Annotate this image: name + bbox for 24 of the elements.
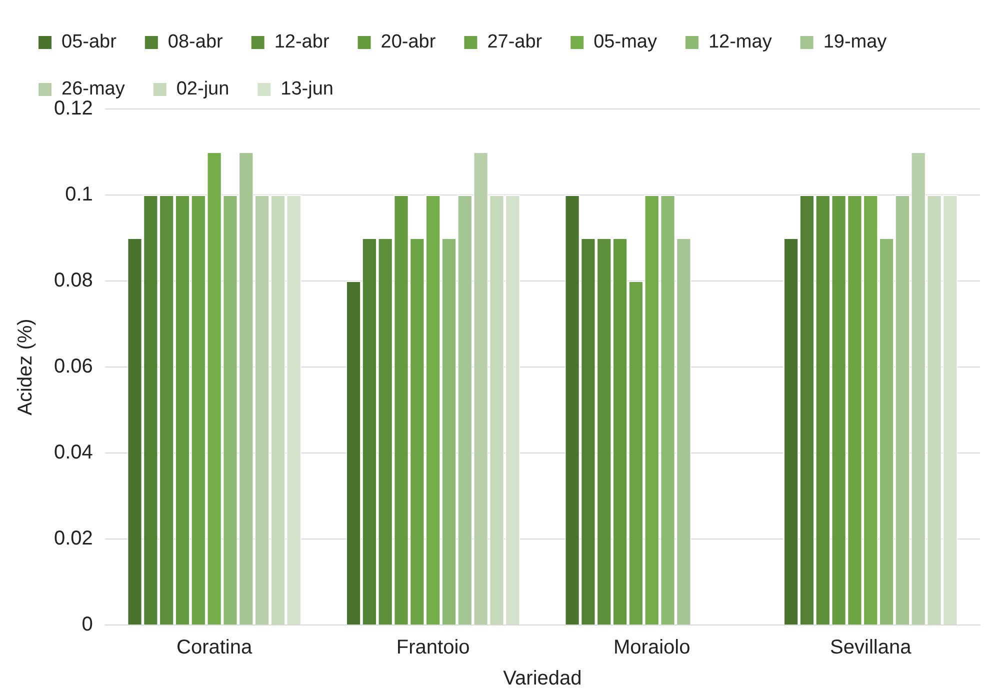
y-tick-label: 0 (82, 614, 93, 636)
legend-label: 12-may (708, 32, 772, 53)
y-axis-title: Acidez (%) (14, 318, 37, 416)
legend-label: 05-abr (62, 32, 118, 53)
x-axis-title: Variedad (503, 668, 582, 690)
legend-label: 19-may (823, 32, 888, 53)
y-tick-label: 0.08 (54, 270, 93, 292)
legend-label: 12-abr (274, 32, 330, 53)
x-tick-label: Coratina (176, 636, 253, 659)
y-tick-label: 0.12 (54, 98, 93, 120)
x-tick-label: Sevillana (830, 636, 912, 659)
legend-label: 26-may (62, 78, 126, 100)
legend-label: 27-abr (487, 32, 543, 53)
y-tick-label: 0.06 (54, 356, 93, 378)
legend-label: 08-abr (168, 32, 224, 53)
y-tick-label: 0.1 (65, 184, 93, 206)
x-tick-label: Frantoio (396, 636, 470, 659)
x-tick-label: Moraiolo (613, 636, 690, 659)
legend-label: 05-may (594, 32, 658, 53)
legend-label: 13-jun (280, 78, 334, 100)
y-tick-label: 0.02 (54, 528, 93, 550)
y-tick-label: 0.04 (54, 442, 93, 464)
legend-label: 02-jun (176, 78, 230, 100)
legend-label: 20-abr (380, 32, 436, 53)
